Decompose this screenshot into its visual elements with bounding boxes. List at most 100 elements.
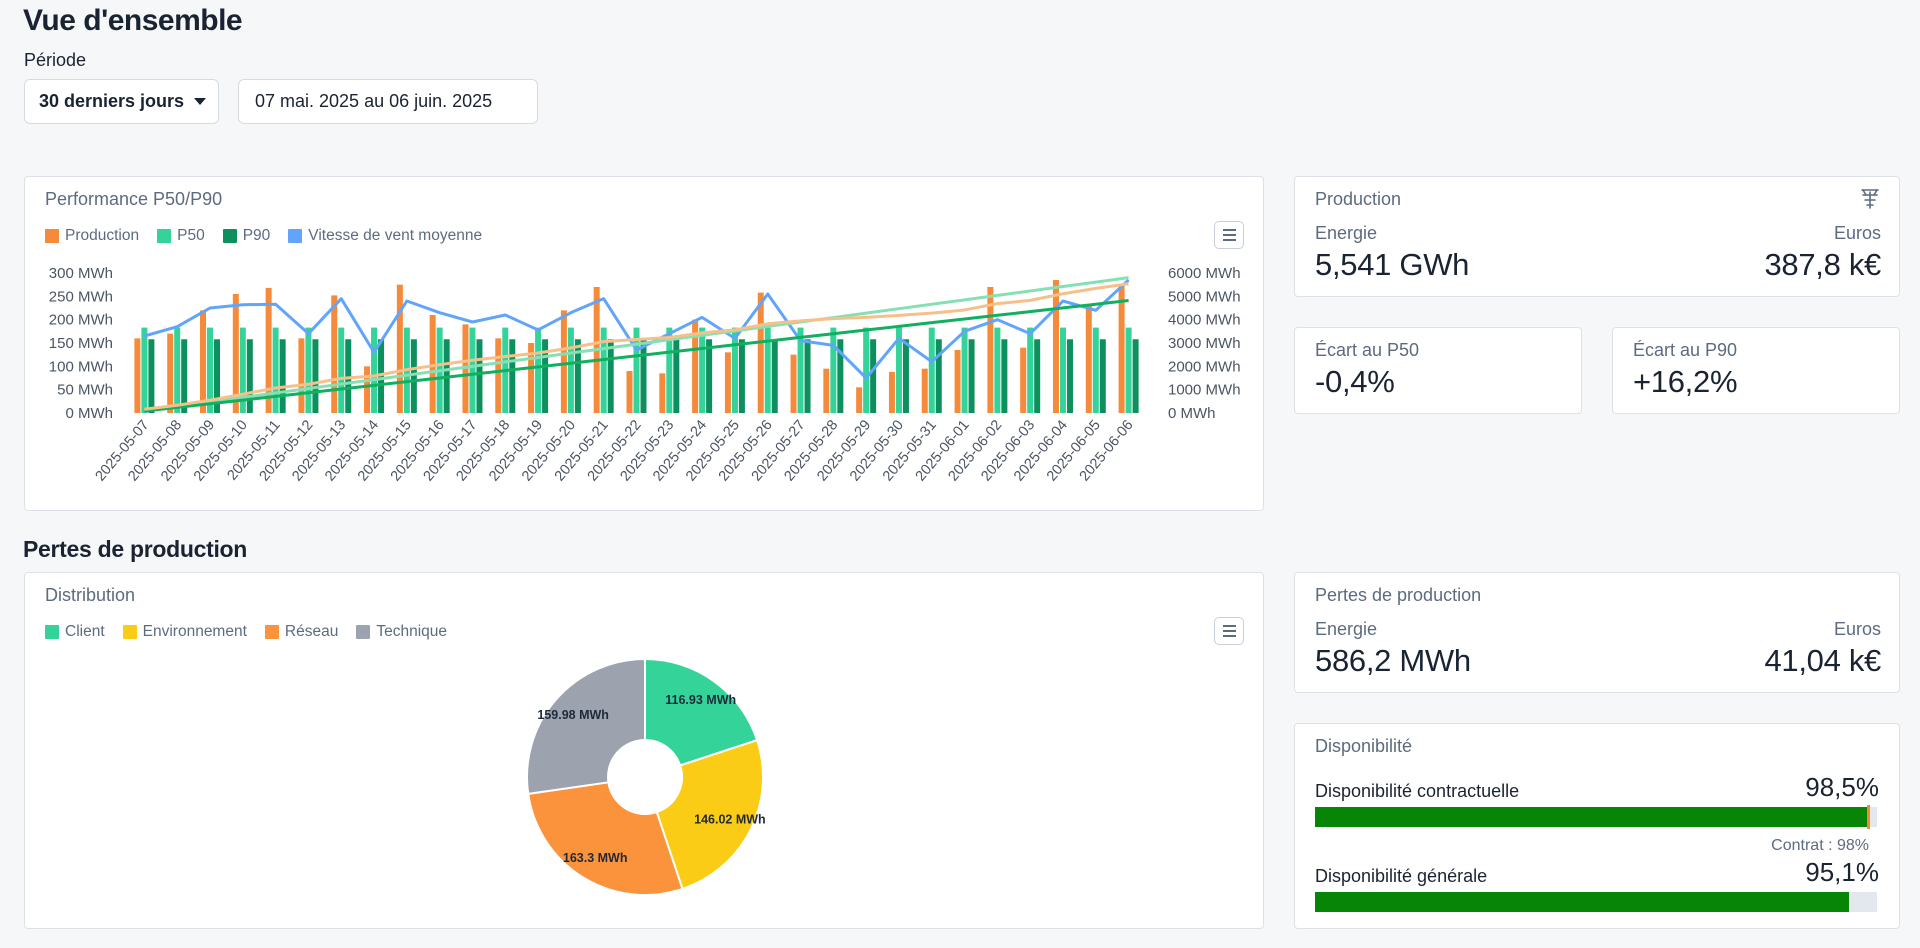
p50-bar — [797, 327, 804, 413]
legend-item-client[interactable]: Client — [45, 623, 105, 641]
legend-label: Environnement — [142, 623, 247, 640]
y-right-tick-label: 6000 MWh — [1168, 265, 1241, 282]
wind-turbine-icon — [1861, 189, 1879, 209]
y-right-tick-label: 5000 MWh — [1168, 288, 1241, 305]
losses-section-title: Pertes de production — [23, 536, 248, 562]
production-bar — [528, 343, 535, 413]
production-bar — [396, 284, 403, 413]
p50-bar — [1092, 327, 1099, 413]
y-right-tick-label: 3000 MWh — [1168, 335, 1241, 352]
production-bar — [232, 294, 239, 413]
production-bar — [134, 338, 141, 413]
contractual-availability-fill — [1315, 807, 1869, 827]
p90-bar — [902, 339, 909, 413]
production-bar — [823, 368, 830, 413]
pie-slice-réseau — [527, 781, 684, 896]
legend-item-technique[interactable]: Technique — [356, 623, 447, 641]
p90-bar — [607, 339, 614, 413]
production-bar — [200, 310, 207, 413]
production-bar — [856, 387, 863, 413]
y-right-tick-label: 2000 MWh — [1168, 358, 1241, 375]
general-availability-label: Disponibilité générale — [1315, 866, 1488, 886]
production-energy-label: Energie — [1315, 223, 1378, 243]
p50-bar — [731, 327, 738, 413]
p90-bar — [246, 339, 253, 413]
p90-bar — [706, 339, 713, 413]
p90-bar — [1099, 339, 1106, 413]
production-bar — [167, 333, 174, 413]
production-bar — [1052, 280, 1059, 413]
distribution-card: Distribution Client Environnement Réseau… — [24, 572, 1264, 929]
date-range-input[interactable]: 07 mai. 2025 au 06 juin. 2025 — [238, 79, 538, 124]
chart-menu-button[interactable] — [1214, 617, 1244, 645]
ecart-p50-label: Écart au P50 — [1315, 340, 1420, 360]
p50-bar — [928, 327, 935, 413]
y-left-tick-label: 0 MWh — [65, 405, 113, 422]
performance-chart: 0 MWh 50 MWh 100 MWh 150 MWh 200 MWh 250 MWh 3… — [49, 265, 1241, 484]
p90-bar — [148, 339, 155, 413]
ecart-p50-card: Écart au P50 -0,4% — [1294, 327, 1582, 414]
legend-item-reseau[interactable]: Réseau — [264, 623, 339, 641]
contract-threshold-label: Contrat : 98% — [1771, 837, 1869, 854]
p90-bar — [1034, 339, 1041, 413]
y-left-tick-label: 150 MWh — [49, 335, 113, 352]
performance-title: Performance P50/P90 — [45, 189, 223, 209]
ecart-p90-value: +16,2% — [1633, 364, 1738, 399]
p90-bar — [968, 339, 975, 413]
legend-swatch — [264, 625, 279, 639]
pie-data-label: 159.98 MWh — [537, 708, 609, 722]
p90-bar — [574, 339, 581, 413]
availability-title: Disponibilité — [1315, 736, 1413, 756]
y-right-tick-label: 0 MWh — [1168, 405, 1216, 422]
p50-bar — [535, 327, 542, 413]
production-bar — [298, 338, 305, 413]
production-bar — [1118, 284, 1125, 413]
legend-label: Technique — [376, 623, 448, 640]
p90-bar — [410, 339, 417, 413]
p90-bar — [1001, 339, 1008, 413]
production-title: Production — [1315, 189, 1402, 209]
p90-bar — [673, 339, 680, 413]
production-bar — [888, 371, 895, 413]
availability-card: Disponibilité Disponibilité contractuell… — [1294, 723, 1900, 929]
production-bar — [560, 310, 567, 413]
p50-bar — [994, 327, 1001, 413]
p50-bar — [1027, 327, 1034, 413]
legend-item-production[interactable]: Production — [45, 227, 139, 245]
p50-bar — [207, 327, 214, 413]
production-cumulative-line — [144, 282, 1129, 411]
ecart-p90-card: Écart au P90 +16,2% — [1612, 327, 1900, 414]
legend-item-wind-speed[interactable]: Vitesse de vent moyenne — [288, 227, 482, 245]
legend-item-p90[interactable]: P90 — [222, 227, 271, 245]
production-bar — [692, 319, 699, 413]
production-euros-label: Euros — [1833, 223, 1881, 243]
p90-bar — [1132, 339, 1139, 413]
period-label: Période — [24, 50, 87, 70]
legend-label: Réseau — [284, 623, 339, 640]
pie-slice-technique — [526, 657, 646, 796]
chart-menu-button[interactable] — [1214, 221, 1244, 249]
y-right-tick-label: 4000 MWh — [1168, 312, 1241, 329]
distribution-pie-chart: 116.93 MWh 146.02 MWh 163.3 MWh 159.98 MWh — [526, 657, 766, 896]
production-euros-value: 387,8 k€ — [1764, 247, 1881, 282]
period-select[interactable]: 30 derniers jours — [24, 79, 219, 124]
p50-bar — [141, 327, 148, 413]
p90-bar — [1066, 339, 1073, 413]
menu-icon — [1222, 625, 1236, 627]
production-bar — [626, 371, 633, 413]
p50-bar — [830, 327, 837, 413]
p50-bar — [961, 327, 968, 413]
pie-data-label: 163.3 MWh — [563, 851, 628, 865]
y-left-tick-label: 200 MWh — [49, 312, 113, 329]
production-bar — [1085, 305, 1092, 413]
p90-cumulative-line — [144, 299, 1129, 413]
legend-item-p50[interactable]: P50 — [157, 227, 205, 245]
legend-item-environnement[interactable]: Environnement — [122, 623, 247, 641]
legend-label: P90 — [242, 227, 271, 244]
p90-bar — [509, 339, 516, 413]
production-energy-value: 5,541 GWh — [1315, 247, 1470, 282]
legend-swatch — [45, 229, 59, 243]
general-availability-fill — [1315, 892, 1850, 912]
p90-bar — [476, 339, 483, 413]
date-range-value: 07 mai. 2025 au 06 juin. 2025 — [255, 91, 493, 111]
